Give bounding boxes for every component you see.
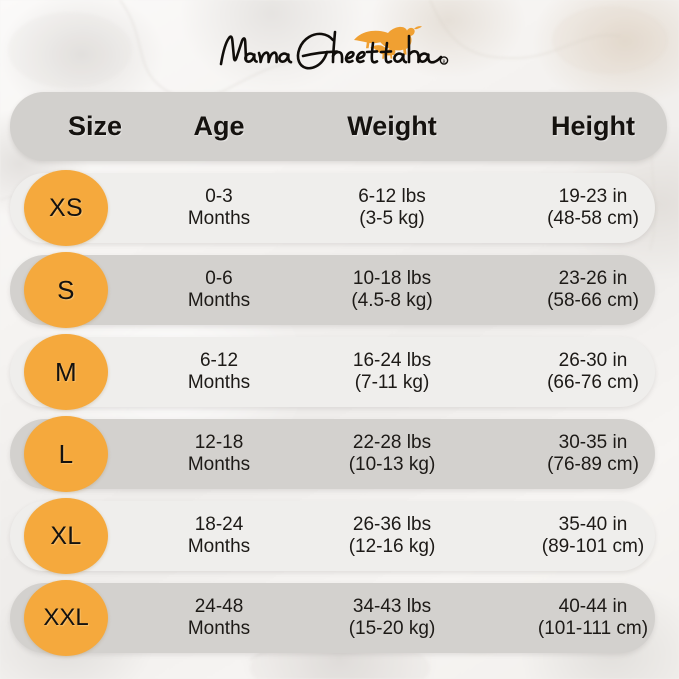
row-spacer [0,407,679,419]
row-spacer [0,489,679,501]
cell-weight: 34-43 lbs (15-20 kg) [322,583,462,653]
cell-height-line1: 26-30 in [558,349,628,371]
cell-weight: 22-28 lbs (10-13 kg) [322,419,462,489]
registered-mark-icon [439,56,448,65]
size-badge: M [24,334,108,410]
cell-weight-line1: 16-24 lbs [352,349,432,371]
cell-weight-line1: 10-18 lbs [352,267,432,289]
cell-height-line2: (101-111 cm) [537,618,649,639]
column-header-weight-label: Weight [347,110,437,141]
row-spacer [0,571,679,583]
column-header-size-label: Size [67,110,123,141]
cell-age-line2: Months [187,372,251,393]
cell-age-line1: 0-3 [205,185,233,207]
size-badge: XXL [24,580,108,656]
cell-height-line2: (48-58 cm) [547,208,639,229]
cell-age: 0-6 Months [149,255,289,325]
cell-weight: 26-36 lbs (12-16 kg) [322,501,462,571]
cell-age: 24-48 Months [149,583,289,653]
table-header-row: Size Age Weight Height [10,92,667,161]
size-badge: XL [24,498,108,574]
cell-height-line1: 35-40 in [558,513,628,535]
cell-height-line1: 40-44 in [558,595,628,617]
cell-weight-line2: (10-13 kg) [348,454,436,475]
cell-weight-line2: (7-11 kg) [354,372,430,393]
cell-age-line1: 0-6 [205,267,233,289]
row-spacer [0,161,679,173]
cell-age: 6-12 Months [149,337,289,407]
size-badge-label: M [55,356,77,387]
cell-height-line2: (66-76 cm) [547,372,639,393]
cell-height: 23-26 in (58-66 cm) [523,255,663,325]
table-row: XL 18-24 Months 26-36 lbs (12-16 kg) 35-… [10,498,655,574]
cell-weight: 6-12 lbs (3-5 kg) [322,173,462,243]
cell-age-line1: 12-18 [194,431,244,453]
cell-height: 40-44 in (101-111 cm) [523,583,663,653]
svg-text:R: R [442,60,446,65]
size-badge-label: XS [49,193,83,222]
size-badge-label: XXL [43,604,89,631]
cell-age-line1: 6-12 [199,349,239,371]
column-header-weight: Weight [322,92,462,161]
column-header-height-label: Height [551,110,635,141]
table-row: XXL 24-48 Months 34-43 lbs (15-20 kg) 40… [10,580,655,656]
cell-weight-line2: (3-5 kg) [359,208,425,229]
size-badge-label: S [57,274,75,305]
size-badge: S [24,252,108,328]
cell-weight-line1: 26-36 lbs [352,513,432,535]
cell-weight-line1: 22-28 lbs [352,431,432,453]
brand-logo: R [0,16,679,74]
table-row: M 6-12 Months 16-24 lbs (7-11 kg) 26-30 … [10,334,655,410]
column-header-age: Age [149,92,289,161]
cell-weight-line2: (15-20 kg) [348,618,436,639]
cell-height-line2: (58-66 cm) [547,290,639,311]
cell-age-line2: Months [187,618,251,639]
cell-weight-line1: 6-12 lbs [358,185,426,207]
size-chart-table: Size Age Weight Height XS 0-3 Months 6-1… [0,92,679,656]
table-row: L 12-18 Months 22-28 lbs (10-13 kg) 30-3… [10,416,655,492]
cell-height: 30-35 in (76-89 cm) [523,419,663,489]
cell-age-line2: Months [187,536,251,557]
cell-weight: 16-24 lbs (7-11 kg) [322,337,462,407]
cell-height: 26-30 in (66-76 cm) [523,337,663,407]
cell-weight-line2: (4.5-8 kg) [351,290,433,311]
cell-age-line2: Months [187,208,251,229]
cell-weight: 10-18 lbs (4.5-8 kg) [322,255,462,325]
brand-logo-svg: R [219,26,448,70]
column-header-size: Size [20,92,170,161]
cell-age-line2: Months [187,454,251,475]
size-badge: XS [24,170,108,246]
cell-weight-line2: (12-16 kg) [348,536,436,557]
cell-height-line1: 30-35 in [558,431,628,453]
cell-height: 19-23 in (48-58 cm) [523,173,663,243]
row-spacer [0,243,679,255]
size-badge: L [24,416,108,492]
cell-height-line1: 23-26 in [558,267,628,289]
cell-age-line1: 24-48 [194,595,244,617]
column-header-age-label: Age [193,110,245,141]
table-row: S 0-6 Months 10-18 lbs (4.5-8 kg) 23-26 … [10,252,655,328]
row-spacer [0,325,679,337]
cell-height: 35-40 in (89-101 cm) [523,501,663,571]
cell-weight-line1: 34-43 lbs [352,595,432,617]
cell-age-line1: 18-24 [194,513,244,535]
cell-age-line2: Months [187,290,251,311]
size-badge-label: XL [50,521,82,550]
table-row: XS 0-3 Months 6-12 lbs (3-5 kg) 19-23 in… [10,170,655,246]
cell-height-line2: (89-101 cm) [541,536,645,557]
cell-height-line1: 19-23 in [558,185,628,207]
column-header-height: Height [523,92,663,161]
size-badge-label: L [58,438,74,469]
cell-height-line2: (76-89 cm) [547,454,639,475]
cell-age: 0-3 Months [149,173,289,243]
cell-age: 12-18 Months [149,419,289,489]
cell-age: 18-24 Months [149,501,289,571]
